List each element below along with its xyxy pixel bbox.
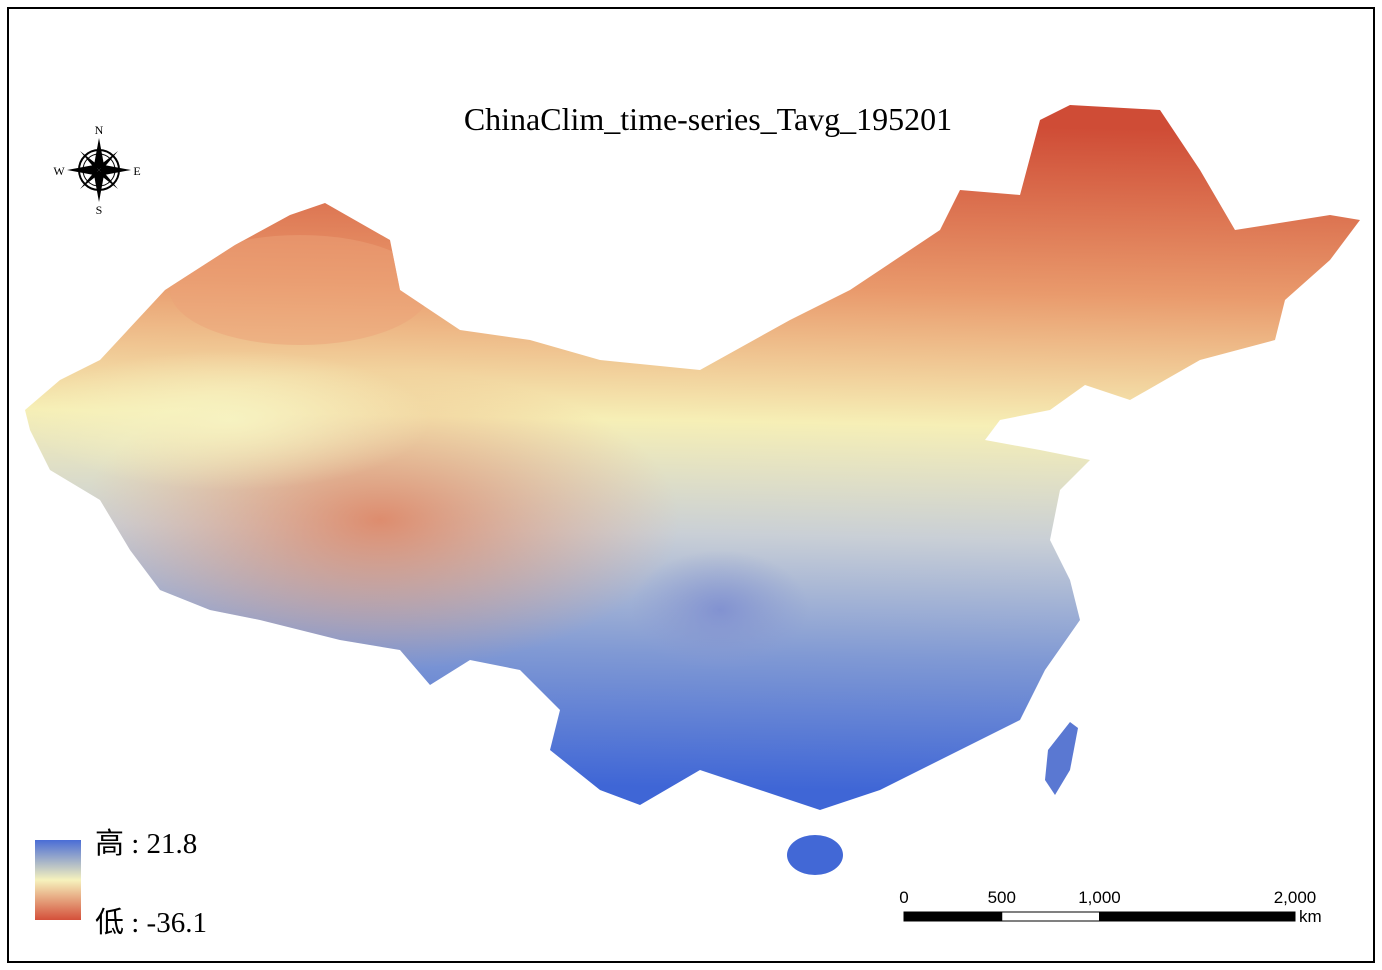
frame [7,7,1375,963]
scale-tick-label: 1,000 [1078,888,1121,907]
compass: N S E W [53,123,140,217]
taiwan [1045,722,1078,795]
legend: 高 : 21.8 低 : -36.1 [35,827,207,939]
china-map [25,105,1360,810]
scale-tick-label: 2,000 [1274,888,1317,907]
legend-low: 低 : -36.1 [95,906,207,939]
compass-e: E [133,164,140,178]
scale-tick-label: 0 [899,888,908,907]
scale-unit: km [1299,907,1322,926]
legend-ramp [35,840,81,920]
scale-segment [903,911,1003,922]
scale-tick-label: 500 [988,888,1016,907]
scale-segment [1099,911,1296,922]
scale-segment [1001,911,1100,922]
compass-n: N [95,123,104,137]
map-title: ChinaClim_time-series_Tavg_195201 [464,101,952,137]
compass-s: S [96,203,103,217]
legend-high: 高 : 21.8 [95,827,197,860]
hainan [787,835,843,875]
compass-w: W [53,164,65,178]
